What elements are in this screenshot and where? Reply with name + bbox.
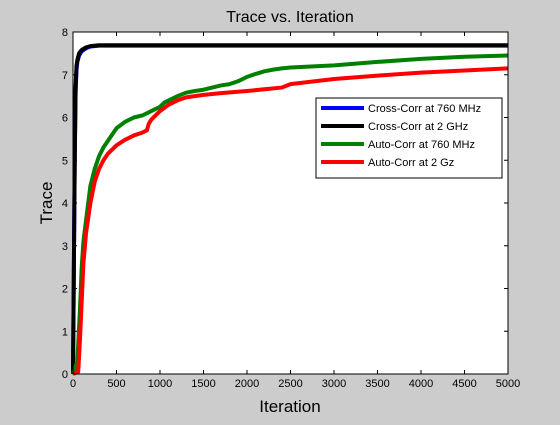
legend-box [315, 97, 503, 179]
y-tick-label: 8 [62, 27, 68, 39]
y-tick-label: 6 [62, 113, 68, 125]
y-tick-label: 2 [62, 284, 68, 296]
y-tick-label: 5 [62, 155, 68, 167]
tick-layer: 0 500 1000 1500 2000 2500 3000 3500 4000 4500 5000… [62, 27, 520, 390]
series-line-3 [72, 66, 509, 376]
series-layer [71, 43, 509, 376]
x-tick-label: 3500 [365, 378, 389, 390]
x-tick-label: 0 [70, 378, 76, 390]
plot-frame [72, 31, 509, 375]
y-tick-label: 7 [62, 70, 68, 82]
legend-label-0: Cross-Corr at 760 MHz [368, 103, 481, 115]
legend-label-2: Auto-Corr at 760 MHz [368, 139, 475, 151]
y-tick-label: 1 [62, 326, 68, 338]
plot-area [73, 32, 508, 374]
x-tick-label: 500 [107, 378, 125, 390]
y-tick-label: 3 [62, 241, 68, 253]
series-line-2 [71, 53, 509, 375]
legend-label-1: Cross-Corr at 2 GHz [368, 121, 468, 133]
series-line-1 [71, 43, 508, 375]
chart-title: Trace vs. Iteration [226, 9, 353, 26]
y-axis-label: Trace [37, 182, 56, 225]
legend-label-3: Auto-Corr at 2 Gz [368, 157, 454, 169]
x-tick-label: 2000 [235, 378, 259, 390]
x-tick-label: 4500 [452, 378, 476, 390]
x-tick-label: 1500 [191, 378, 215, 390]
y-tick-label: 0 [62, 369, 68, 381]
x-tick-label: 2500 [278, 378, 302, 390]
y-tick-label: 4 [62, 198, 68, 210]
x-tick-label: 4000 [409, 378, 433, 390]
x-axis-label: Iteration [259, 397, 320, 416]
x-tick-label: 3000 [322, 378, 346, 390]
x-tick-label: 1000 [148, 378, 172, 390]
legend: Cross-Corr at 760 MHz Cross-Corr at 2 GHz… [315, 97, 503, 179]
x-tick-label: 5000 [496, 378, 520, 390]
